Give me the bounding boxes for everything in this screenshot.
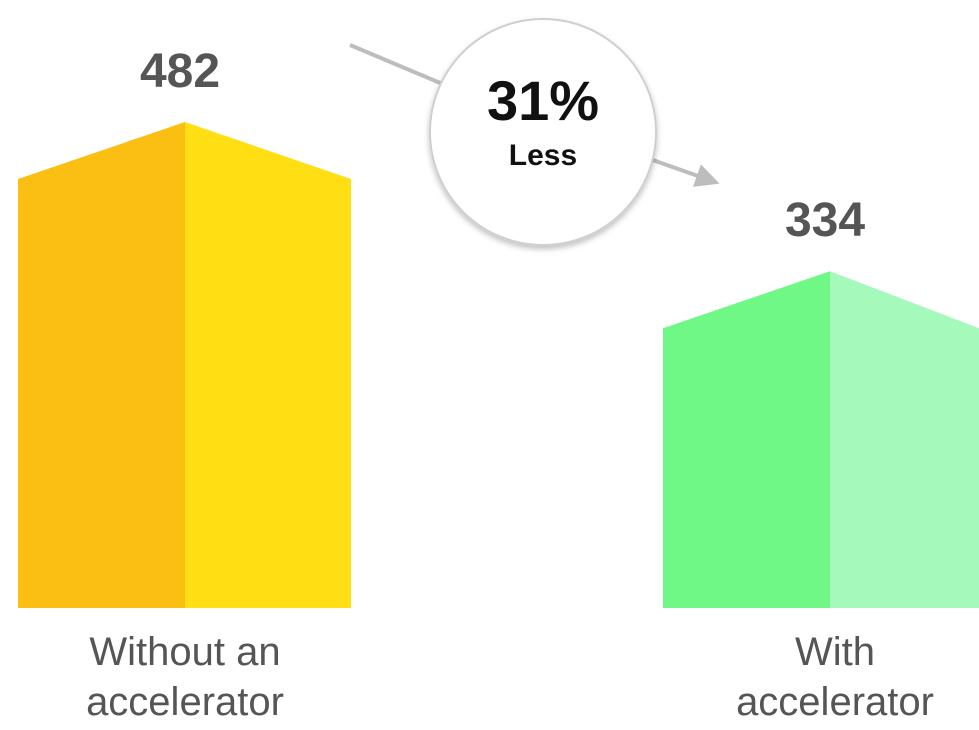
bar-2-left-face — [663, 271, 830, 608]
category-label-2-line-2: accelerator — [736, 680, 934, 724]
labels-layer: 482 Without an accelerator 334 With accelerat… — [86, 45, 934, 724]
category-label-2-line-1: With — [795, 630, 875, 674]
badge-label: Less — [509, 139, 577, 172]
bar-1-left-face — [18, 122, 185, 608]
arrow-line-start — [349, 43, 446, 87]
bar-1-right-face — [185, 122, 351, 608]
bar-2-right-face — [830, 271, 979, 608]
bar-1-value-label: 482 — [140, 45, 220, 98]
category-label-1-line-2: accelerator — [86, 680, 284, 724]
difference-badge: 31% Less — [429, 18, 657, 246]
bar-2-value-label: 334 — [785, 194, 865, 247]
badge-percent: 31% — [487, 69, 599, 132]
badge-circle — [429, 18, 657, 246]
category-label-1-line-1: Without an — [89, 630, 280, 674]
bars-layer — [18, 122, 979, 608]
